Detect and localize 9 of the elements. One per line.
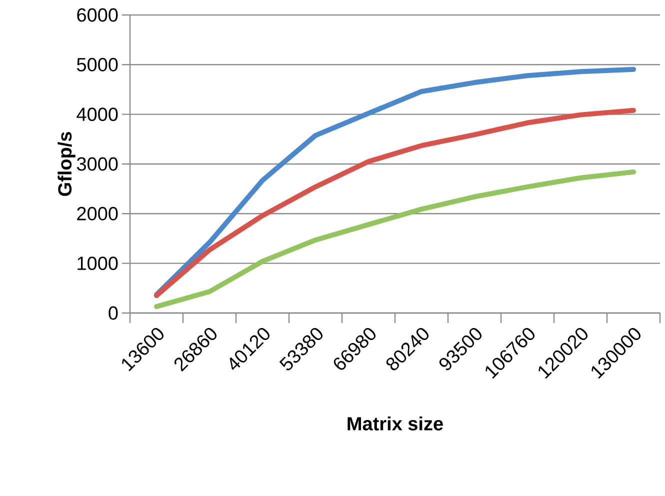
x-axis-title: Matrix size bbox=[348, 416, 443, 430]
y-axis-title: Gflop/s bbox=[58, 132, 76, 196]
y-tick-label: 0 bbox=[108, 306, 118, 320]
y-tick-label: 5000 bbox=[76, 58, 118, 72]
y-tick-label: 2000 bbox=[77, 206, 118, 220]
y-tick-label: 6000 bbox=[77, 8, 118, 22]
y-tick-label: 4000 bbox=[76, 108, 118, 122]
y-tick-label: 1000 bbox=[78, 256, 118, 270]
y-tick-label: 3000 bbox=[76, 157, 118, 171]
